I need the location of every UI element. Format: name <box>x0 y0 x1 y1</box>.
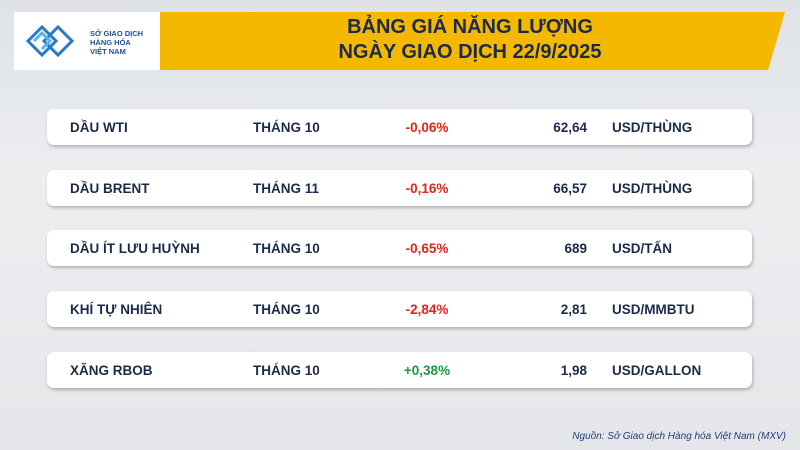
logo-text: VIỆT NAM <box>90 47 126 56</box>
contract-month: THÁNG 10 <box>253 362 320 378</box>
table-row: DẦU ÍT LƯU HUỲNH THÁNG 10 -0,65% 689 USD/TẤN <box>47 230 752 267</box>
unit: USD/MMBTU <box>612 302 695 318</box>
table-row: DẦU WTI THÁNG 10 -0,06% 62,64 USD/THÙNG <box>47 109 752 145</box>
change: -0,16% <box>405 180 449 196</box>
commodity: DẦU ÍT LƯU HUỲNH <box>70 241 200 257</box>
unit: USD/THÙNG <box>612 180 693 196</box>
unit: USD/TẤN <box>612 241 672 257</box>
price: 689 <box>564 241 587 257</box>
unit: USD/GALLON <box>612 362 702 378</box>
logo-icon <box>25 24 75 58</box>
change: -0,65% <box>405 241 449 257</box>
contract-month: THÁNG 10 <box>253 241 320 257</box>
table-row: KHÍ TỰ NHIÊN THÁNG 10 -2,84% 2,81 USD/MMBTU <box>47 291 752 328</box>
commodity: DẦU WTI <box>70 120 128 135</box>
source-note: Nguồn: Sở Giao dịch Hàng hóa Việt Nam (M… <box>572 431 786 442</box>
commodity: KHÍ TỰ NHIÊN <box>70 302 163 318</box>
price: 1,98 <box>560 362 587 378</box>
unit: USD/THÙNG <box>612 120 693 135</box>
title-line: BẢNG GIÁ NĂNG LƯỢNG <box>347 16 593 38</box>
title-line: NGÀY GIAO DỊCH 22/9/2025 <box>338 41 602 63</box>
table-row: DẦU BRENT THÁNG 11 -0,16% 66,57 USD/THÙNG <box>47 169 752 206</box>
price: 2,81 <box>560 302 587 318</box>
title: BẢNG GIÁ NĂNG LƯỢNG NGÀY GIAO DỊCH 22/9/… <box>170 15 770 65</box>
logo-text: HÀNG HÓA <box>90 38 131 47</box>
contract-month: THÁNG 11 <box>253 180 320 196</box>
commodity: DẦU BRENT <box>70 180 150 196</box>
price: 66,57 <box>553 180 587 196</box>
logo: SỞ GIAO DỊCH HÀNG HÓA VIỆT NAM <box>14 12 160 70</box>
logo-text: SỞ GIAO DỊCH <box>90 29 144 38</box>
table-row: XĂNG RBOB THÁNG 10 +0,38% 1,98 USD/GALLON <box>47 351 752 388</box>
price: 62,64 <box>553 120 587 135</box>
change: -2,84% <box>405 302 449 318</box>
contract-month: THÁNG 10 <box>253 302 320 318</box>
change: -0,06% <box>405 120 449 135</box>
contract-month: THÁNG 10 <box>253 120 320 135</box>
change: +0,38% <box>403 362 451 378</box>
header-background <box>143 12 785 70</box>
commodity: XĂNG RBOB <box>70 362 153 378</box>
